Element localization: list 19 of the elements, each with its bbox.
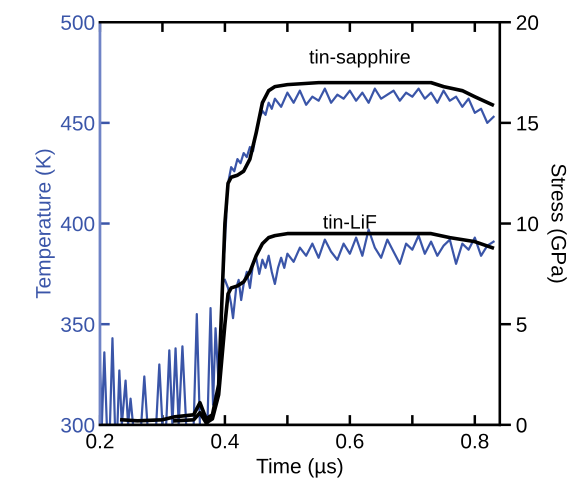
y2-tick-label: 15 (517, 116, 538, 131)
x-tick-label: 0.4 (211, 434, 239, 448)
x-tick-label: 0.6 (336, 434, 364, 448)
y2-tick-label: 20 (516, 15, 538, 30)
y2-tick-label: 0 (516, 418, 527, 433)
y-tick-label: 500 (61, 15, 94, 30)
y-axis-title: Temperature (K) (35, 150, 55, 298)
annotation: tin-sapphire (309, 49, 410, 68)
x-tick-label: 0.8 (461, 434, 488, 448)
y2-tick-label: 5 (516, 317, 526, 332)
x-axis-title: Time (µs) (256, 458, 342, 478)
x-tick-label: 0.2 (86, 434, 114, 448)
y-tick-label: 300 (61, 418, 94, 433)
y2-tick-label: 10 (517, 216, 538, 232)
y-tick-label: 400 (60, 216, 94, 232)
y-tick-label: 450 (60, 116, 94, 131)
y-tick-label: 350 (61, 317, 94, 332)
annotation: tin-LiF (323, 214, 376, 229)
y2-axis-title: Stress (GPa) (547, 164, 567, 282)
